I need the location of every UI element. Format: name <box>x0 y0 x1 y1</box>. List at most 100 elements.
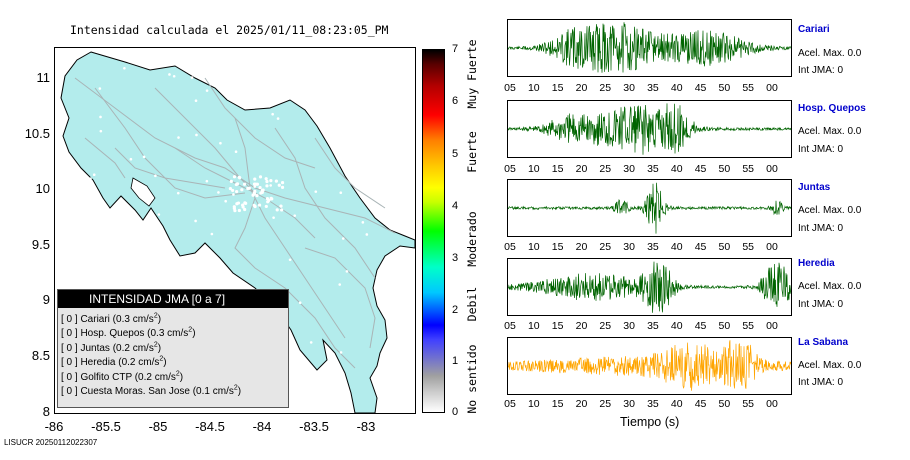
time-tick: 00 <box>766 241 778 253</box>
station-name: Juntas <box>798 182 831 193</box>
city-dot <box>280 181 285 185</box>
time-tick: 35 <box>647 241 659 253</box>
colorbar-tick: 5 <box>452 148 459 160</box>
seismogram-panel[interactable] <box>507 100 792 158</box>
time-tick: 35 <box>647 82 659 94</box>
time-tick: 40 <box>670 241 683 253</box>
colorbar-tick: 4 <box>452 200 459 212</box>
lat-tick: 8 <box>42 404 50 419</box>
lon-tick: -84 <box>252 419 272 434</box>
seismogram-time-axis: 05 10 15 20 25 30 35 40 45 50 55 00 <box>504 163 790 175</box>
time-tick: 20 <box>575 82 588 94</box>
city-dot <box>255 194 259 198</box>
city-dot <box>210 232 214 236</box>
city-dot <box>194 99 198 103</box>
city-dot <box>99 115 102 119</box>
colorbar-label: Debil <box>465 286 479 322</box>
time-tick: 50 <box>718 241 731 253</box>
city-dot <box>276 117 280 120</box>
city-dot <box>288 258 292 262</box>
city-dot <box>345 270 349 273</box>
seismogram-time-axis: 05 10 15 20 25 30 35 40 45 50 55 00 <box>504 398 790 410</box>
city-dot <box>279 204 283 208</box>
time-tick: 15 <box>551 82 564 94</box>
city-dot <box>172 74 176 78</box>
city-dot <box>194 219 197 223</box>
city-dot <box>271 112 274 116</box>
city-dot <box>142 155 146 159</box>
seismogram-trace <box>508 22 791 73</box>
legend-title: INTENSIDAD JMA [0 a 7] <box>58 290 288 308</box>
city-dot <box>272 216 275 219</box>
time-tick: 35 <box>647 398 659 410</box>
city-dot <box>195 133 198 137</box>
time-tick: 10 <box>527 320 540 332</box>
city-dot <box>240 188 244 192</box>
legend-item: [ 0 ] Juntas (0.2 cm/s2) <box>61 341 162 354</box>
city-dot <box>253 204 257 209</box>
legend-item: [ 0 ] Hosp. Quepos (0.3 cm/s2) <box>61 327 196 340</box>
city-dot <box>265 184 269 188</box>
lon-tick: -86 <box>44 419 64 434</box>
station-name: Cariari <box>798 24 830 35</box>
lon-tick: -83.5 <box>299 419 329 434</box>
intensity-legend: INTENSIDAD JMA [0 a 7] [ 0 ] Cariari (0.… <box>57 289 289 408</box>
city-dot <box>361 221 365 224</box>
seismogram-time-axis: 05 10 15 20 25 30 35 40 45 50 55 00 <box>504 241 790 253</box>
time-tick: 05 <box>504 398 516 410</box>
time-tick: 45 <box>694 398 707 410</box>
city-dot <box>190 76 194 79</box>
time-tick: 40 <box>670 398 683 410</box>
city-dot <box>237 175 241 179</box>
time-tick: 25 <box>599 163 612 175</box>
lon-tick: -84.5 <box>195 419 225 434</box>
city-dot <box>228 186 232 191</box>
city-dot <box>123 66 126 70</box>
station-jma: Int JMA: 0 <box>798 65 844 76</box>
city-dot <box>222 277 226 281</box>
time-tick: 50 <box>718 320 731 332</box>
seismogram-panel[interactable] <box>507 19 792 77</box>
colorbar-label: No sentido <box>465 344 479 414</box>
city-dot <box>260 190 264 195</box>
time-tick: 30 <box>623 398 635 410</box>
city-dot <box>232 175 237 179</box>
city-dot <box>314 190 318 193</box>
colorbar-tick: 3 <box>452 252 459 264</box>
time-tick: 10 <box>527 82 540 94</box>
city-dot <box>269 196 273 201</box>
city-dot <box>280 185 285 189</box>
city-dot <box>242 182 247 186</box>
city-dot <box>237 208 241 213</box>
city-dot <box>235 189 239 194</box>
city-dot <box>233 209 237 213</box>
city-dot <box>254 182 258 186</box>
time-tick: 00 <box>766 163 778 175</box>
time-tick: 05 <box>504 320 516 332</box>
seismogram-trace <box>508 261 791 313</box>
city-dot <box>310 107 314 111</box>
time-tick: 50 <box>718 82 731 94</box>
time-tick: 00 <box>766 320 778 332</box>
seismogram-panel[interactable] <box>507 337 792 395</box>
legend-item: [ 0 ] Cuesta Moras. San Jose (0.1 cm/s2) <box>61 384 242 397</box>
time-tick: 05 <box>504 241 516 253</box>
station-accel: Acel. Max. 0.0 <box>798 360 862 371</box>
time-tick: 25 <box>599 398 612 410</box>
city-dot <box>341 237 345 240</box>
city-dot <box>217 191 220 194</box>
seismogram-panel[interactable] <box>507 179 792 237</box>
time-tick: 40 <box>670 82 683 94</box>
time-tick: 50 <box>718 398 731 410</box>
city-dot <box>231 188 235 193</box>
seismogram-time-axis: 05 10 15 20 25 30 35 40 45 50 55 00 <box>504 320 790 332</box>
nicoya-gulf <box>130 177 156 207</box>
station-accel: Acel. Max. 0.0 <box>798 205 862 216</box>
time-tick: 55 <box>742 241 755 253</box>
station-accel: Acel. Max. 0.0 <box>798 281 862 292</box>
city-dot <box>322 120 326 123</box>
time-tick: 30 <box>623 82 635 94</box>
city-dot <box>89 177 92 181</box>
time-tick: 00 <box>766 82 778 94</box>
seismogram-panel[interactable] <box>507 258 792 316</box>
